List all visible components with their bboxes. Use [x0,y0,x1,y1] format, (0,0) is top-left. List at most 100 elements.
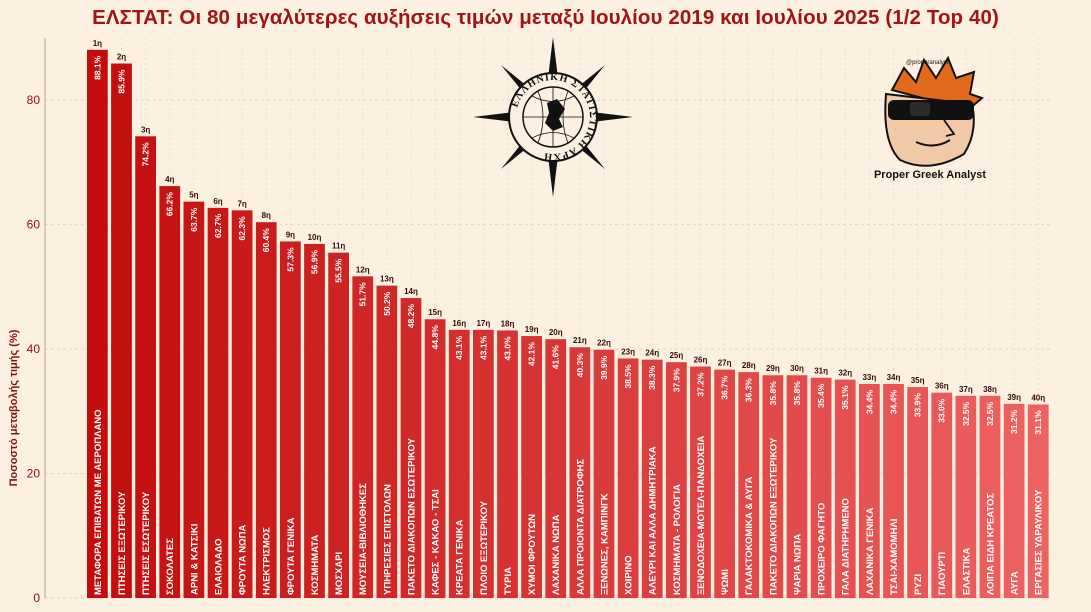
rank-label: 30η [790,364,804,373]
value-label: 43.1% [478,335,488,360]
rank-label: 36η [935,382,949,391]
bar [931,392,953,598]
bar [231,210,253,598]
value-label: 74.2% [141,142,151,167]
category-label: ΑΥΓΑ [1010,571,1021,595]
rank-label: 12η [356,265,370,274]
rank-label: 27η [718,359,732,368]
category-label: ΑΛΛΑ ΠΡΟΙΟΝΤΑ ΔΙΑΤΡΟΦΗΣ [575,459,586,595]
bar [883,383,904,598]
y-tick-label: 0 [33,591,40,605]
category-label: ΜΟΥΣΕΙΑ-ΒΙΒΛΙΟΘΗΚΕΣ [358,483,369,595]
bar [641,359,663,598]
bar [376,285,398,598]
bar [304,243,325,598]
value-label: 63.7% [189,207,199,232]
value-label: 57.3% [285,247,295,272]
value-label: 42.1% [527,342,537,367]
rank-label: 9η [286,230,295,239]
rank-label: 18η [501,319,515,328]
rank-label: 39η [1007,393,1021,402]
bar [111,63,132,599]
rank-label: 20η [549,328,563,337]
rank-label: 34η [887,373,901,382]
rank-label: 38η [983,385,997,394]
rank-label: 14η [404,287,418,296]
bar [979,395,1001,598]
chart-title: ΕΛΣΤΑΤ: Οι 80 μεγαλύτερες αυξήσεις τιμών… [92,6,999,29]
bar [352,276,374,598]
category-label: ΧΥΜΟΙ ΦΡΟΥΤΩΝ [527,514,538,595]
rank-label: 31η [814,367,828,376]
category-label: ΜΟΣΧΑΡΙ [334,552,345,595]
bar [593,349,615,598]
value-label: 33.9% [913,393,923,418]
category-label: ΤΣΑΙ-ΧΑΜΟΜΗΛΙ [889,519,900,595]
category-label: ΚΑΦΕΣ - ΚΑΚΑΟ - ΤΣΑΙ [431,489,442,595]
value-label: 35.1% [840,385,850,410]
value-label: 34.4% [888,390,898,415]
bar [280,241,301,598]
bar [690,366,711,598]
rank-label: 8η [262,211,271,220]
category-label: ΛΟΙΠΑ ΕΙΔΗ ΚΡΕΑΤΟΣ [985,493,996,595]
y-tick-label: 60 [27,218,41,232]
bar [786,375,808,598]
rank-label: 16η [452,319,466,328]
category-label: ΨΑΡΙΑ ΝΩΠΑ [792,534,803,595]
value-label: 37.2% [695,372,705,397]
rank-label: 2η [117,53,126,62]
value-label: 43.0% [502,336,512,361]
category-label: ΨΩΜΙ [720,569,731,595]
bar [666,362,687,598]
category-label: ΞΕΝΩΝΕΣ, ΚΑΜΠΙΝΓΚ [599,493,610,595]
category-label: ΠΛΟΙΟ ΕΞΩΤΕΡΙΚΟΥ [479,500,490,595]
value-label: 39.9% [599,355,609,380]
rank-label: 15η [428,308,442,317]
bar [135,136,156,599]
rank-label: 37η [959,385,973,394]
rank-label: 4η [165,175,174,184]
bar [207,207,229,598]
rank-label: 11η [332,242,345,251]
value-label: 55.5% [334,258,344,283]
bar [714,369,735,598]
category-label: ΡΥΖΙ [913,574,924,595]
value-label: 35.8% [768,381,778,406]
category-label: ΧΟΙΡΙΝΟ [624,555,635,595]
bar-labels: 1η 88.1% ΜΕΤΑΦΟΡΑ ΕΠΙΒΑΤΩΝ ΜΕ ΑΕΡΟΠΛΑΝΟ 2η 8… [92,39,1045,595]
category-label: ΦΡΟΥΤΑ ΓΕΝΙΚΑ [286,517,297,595]
value-label: 51.7% [358,282,368,307]
bar [859,383,880,598]
value-label: 34.4% [864,390,874,415]
bar [545,339,567,598]
rank-label: 17η [476,319,490,328]
category-label: ΑΛΕΥΡΙ ΚΑΙ ΑΛΛΑ ΔΗΜΗΤΡΙΑΚΑ [648,446,659,595]
value-label: 88.1% [92,55,102,80]
value-label: 37.9% [671,368,681,393]
rank-label: 28η [742,361,756,370]
bar [255,222,277,598]
rank-label: 29η [766,364,780,373]
category-label: ΓΙΑΟΥΡΤΙ [937,552,948,595]
rank-label: 1η [93,39,102,48]
rank-label: 19η [525,325,539,334]
y-tick-label: 20 [27,467,41,481]
brand-name: Proper Greek Analyst [874,169,986,181]
category-label: ΚΟΣΜΗΜΑΤΑ - ΡΟΛΟΓΙΑ [672,484,683,595]
rank-label: 25η [669,351,683,360]
category-label: ΚΡΕΑΤΑ ΓΕΝΙΚΑ [455,519,466,595]
bar [159,186,181,599]
category-label: ΤΥΡΙΑ [503,567,514,595]
value-label: 38.5% [623,364,633,389]
value-label: 36.3% [744,378,754,403]
value-label: 48.2% [406,304,416,329]
value-label: 35.4% [816,383,826,408]
category-label: ΓΑΛΑΚΤΟΚΟΜΙΚΑ & ΑΥΓΑ [744,477,755,595]
rank-label: 13η [380,275,394,284]
bar [1027,404,1049,598]
bar [521,336,542,598]
value-label: 62.7% [213,213,223,238]
bar [1003,403,1025,598]
category-label: ΕΛΑΙΟΛΑΔΟ [213,539,224,595]
